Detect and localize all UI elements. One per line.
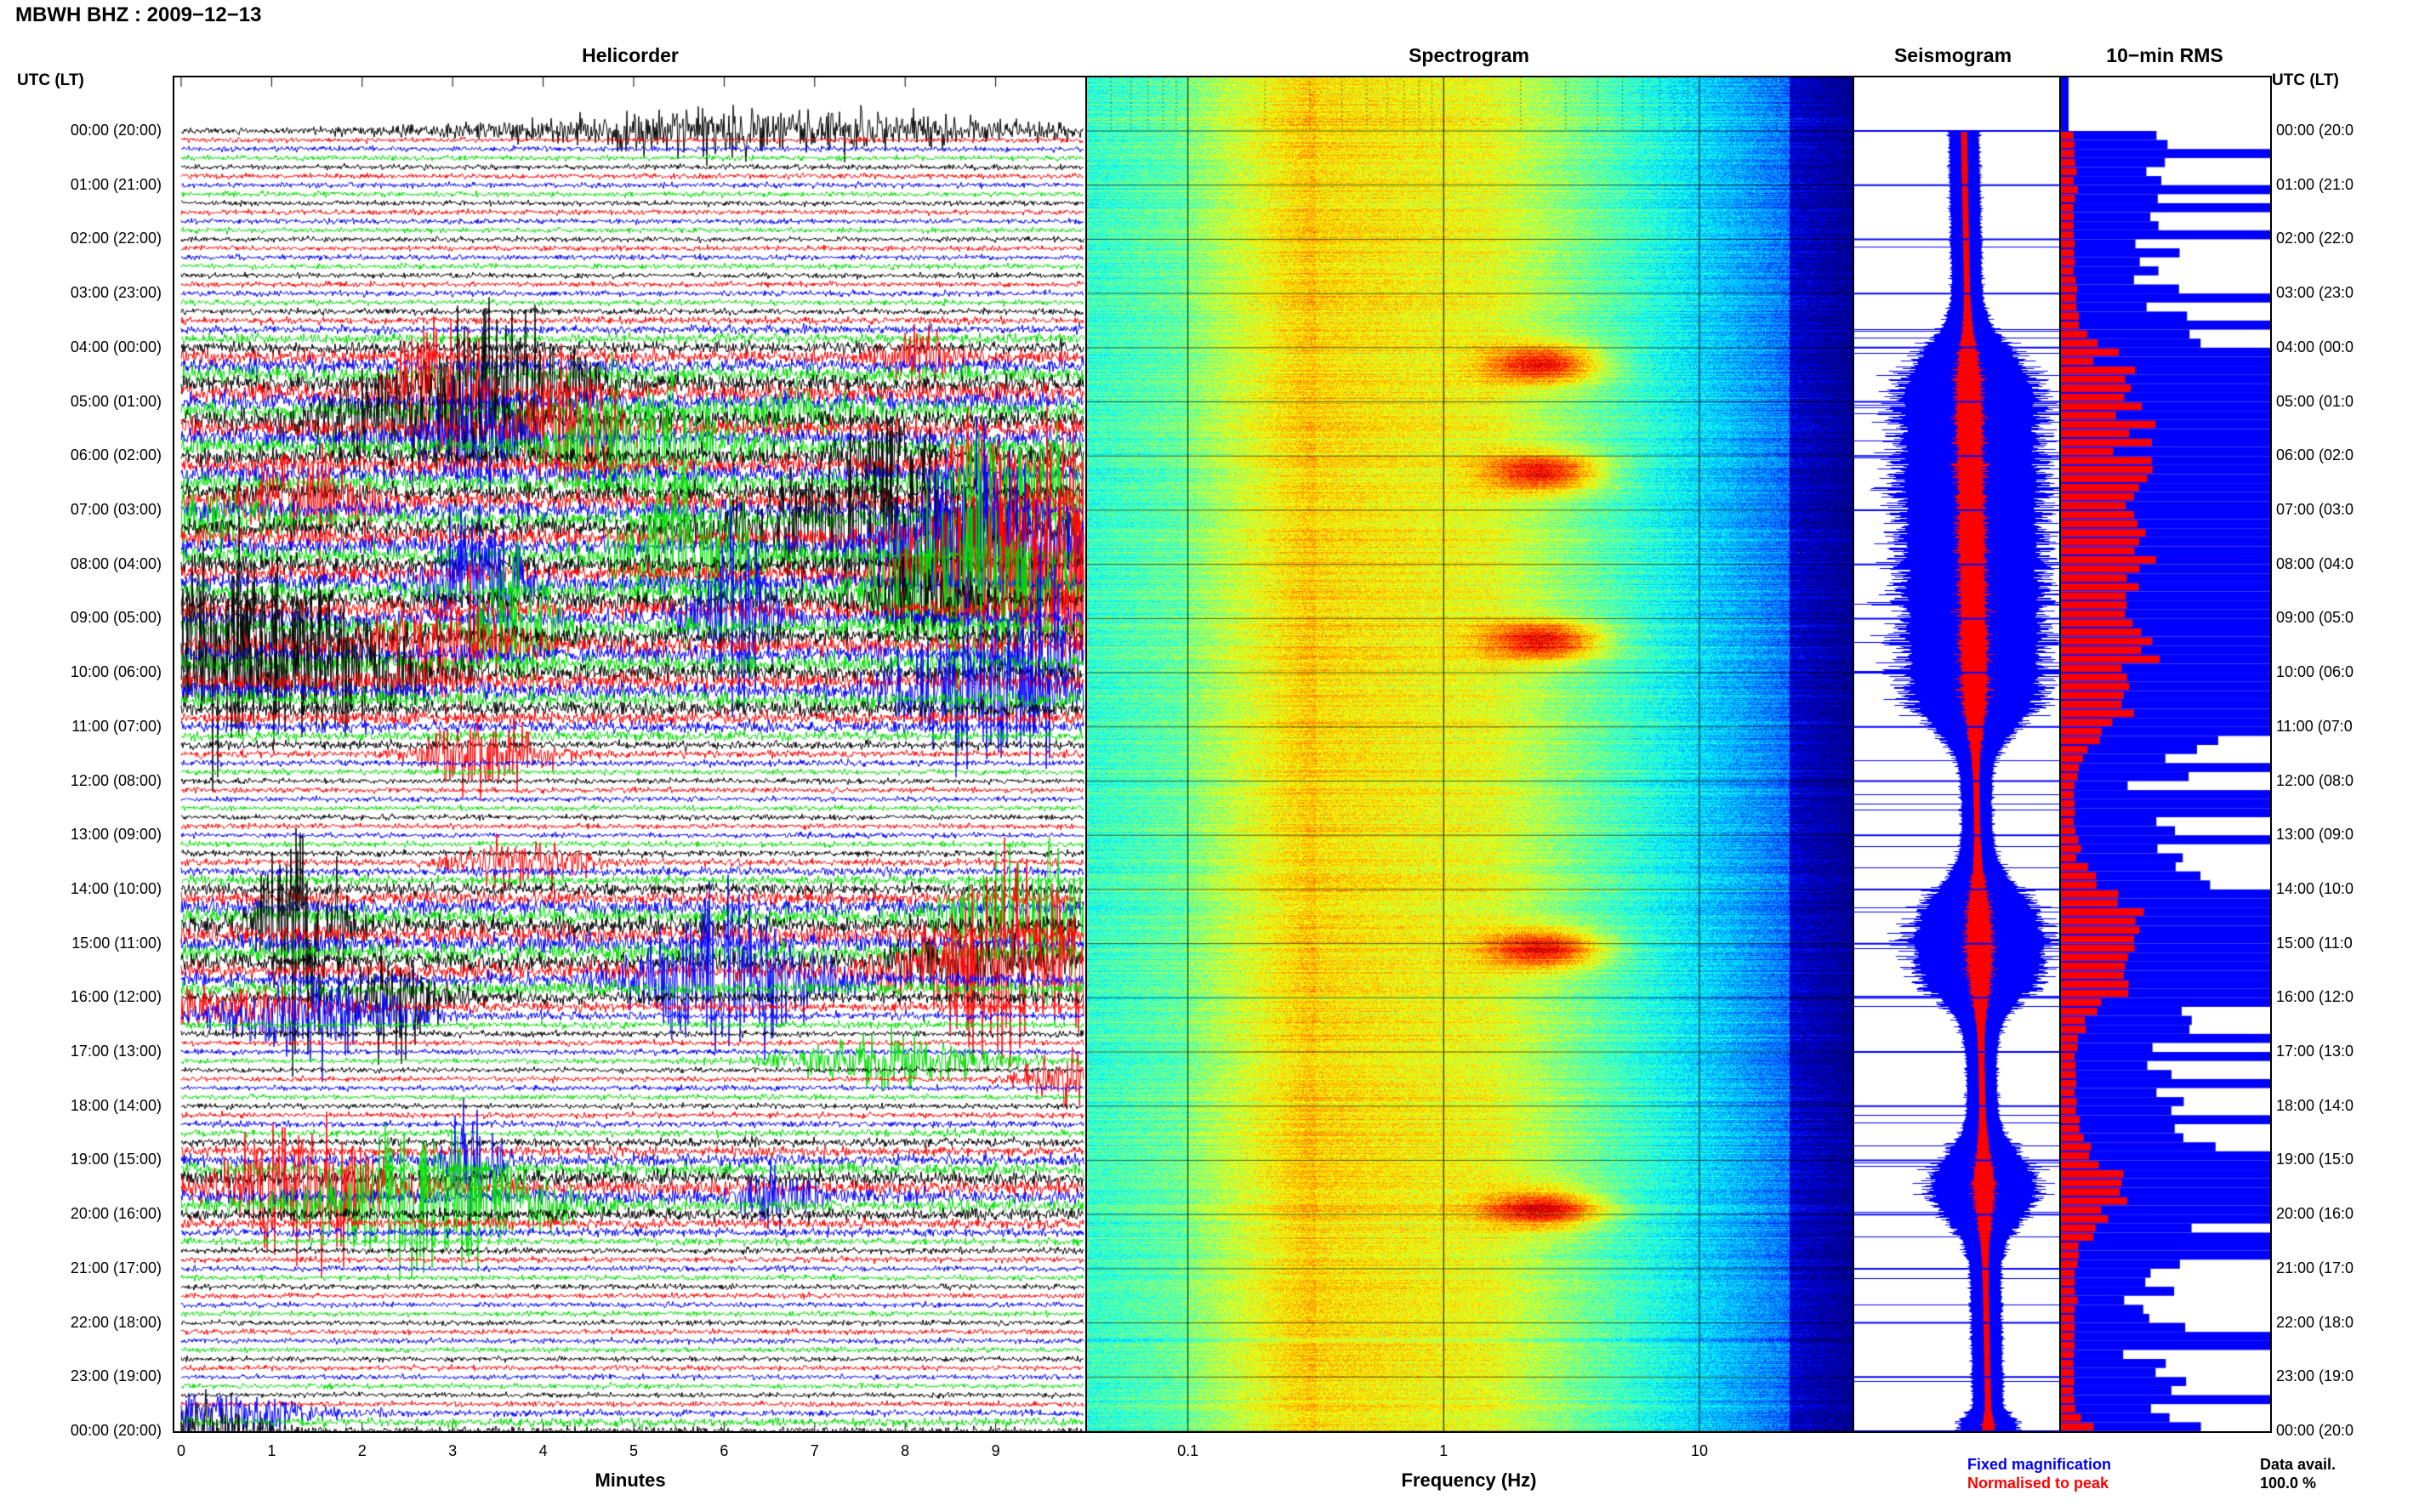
- legend-normalised-to-peak: Normalised to peak: [1967, 1475, 2109, 1492]
- hour-label-left: 00:00 (20:00): [70, 1422, 162, 1439]
- hour-label-left: 18:00 (14:00): [70, 1096, 162, 1114]
- rms-title: 10−min RMS: [2106, 44, 2223, 66]
- rms-plot: [2060, 77, 2271, 1432]
- hour-label-left: 16:00 (12:00): [70, 988, 162, 1006]
- hour-label-right: 06:00 (02:0: [2276, 446, 2354, 464]
- hour-label-right: 00:00 (20:0: [2276, 122, 2354, 139]
- hour-label-right: 09:00 (05:0: [2276, 609, 2354, 627]
- hour-label-right: 13:00 (09:0: [2276, 826, 2354, 844]
- hour-label-left: 07:00 (03:00): [70, 500, 162, 518]
- hour-label-left: 08:00 (04:00): [70, 554, 162, 572]
- hour-label-right: 10:00 (06:0: [2276, 663, 2354, 681]
- frequency-tick-label: 1: [1439, 1442, 1449, 1459]
- hour-label-right: 23:00 (19:0: [2276, 1367, 2354, 1385]
- seismogram-title: Seismogram: [1893, 44, 2012, 66]
- hour-label-right: 04:00 (00:0: [2276, 338, 2354, 355]
- hour-label-right: 19:00 (15:0: [2276, 1151, 2354, 1168]
- hour-label-left: 19:00 (15:00): [70, 1151, 162, 1168]
- legend-fixed-magnification: Fixed magnification: [1967, 1456, 2112, 1473]
- hour-label-left: 00:00 (20:00): [70, 122, 162, 139]
- frequency-axis-label: Frequency (Hz): [1401, 1469, 1537, 1491]
- hour-label-right: 20:00 (16:0: [2276, 1205, 2354, 1223]
- hour-label-left: 20:00 (16:00): [70, 1205, 162, 1223]
- hour-label-right: 02:00 (22:0: [2276, 230, 2354, 247]
- hour-label-right: 16:00 (12:0: [2276, 988, 2354, 1006]
- hour-label-left: 22:00 (18:00): [70, 1313, 162, 1331]
- hour-label-right: 12:00 (08:0: [2276, 771, 2354, 789]
- minute-tick-label: 3: [448, 1442, 458, 1459]
- minute-tick-label: 7: [810, 1442, 819, 1459]
- minute-tick-label: 9: [991, 1442, 1000, 1459]
- data-availability-label: Data avail.: [2260, 1456, 2336, 1473]
- hour-label-left: 21:00 (17:00): [70, 1259, 162, 1276]
- utc-axis-label-left: UTC (LT): [17, 71, 84, 89]
- minute-tick-label: 1: [267, 1442, 276, 1459]
- hour-label-left: 12:00 (08:00): [70, 771, 162, 789]
- hour-label-left: 02:00 (22:00): [70, 230, 162, 247]
- seismogram-plot: [1853, 77, 2060, 1432]
- hour-label-left: 14:00 (10:00): [70, 879, 162, 897]
- spectrogram-title: Spectrogram: [1409, 44, 1529, 66]
- minute-tick-label: 6: [720, 1442, 729, 1459]
- data-availability-value: 100.0 %: [2260, 1475, 2317, 1492]
- minute-tick-label: 5: [629, 1442, 639, 1459]
- frequency-tick-label: 10: [1690, 1442, 1708, 1459]
- hour-label-right: 05:00 (01:0: [2276, 392, 2354, 410]
- hour-label-right: 01:00 (21:0: [2276, 175, 2354, 193]
- minute-tick-label: 8: [901, 1442, 910, 1459]
- hour-label-left: 10:00 (06:00): [70, 663, 162, 681]
- hour-label-left: 15:00 (11:00): [71, 934, 162, 952]
- hour-label-right: 18:00 (14:0: [2276, 1096, 2354, 1114]
- hour-label-left: 06:00 (02:00): [70, 446, 162, 464]
- hour-label-right: 17:00 (13:0: [2276, 1043, 2354, 1060]
- spectrogram-plot: [1086, 77, 1853, 1432]
- hour-label-right: 15:00 (11:0: [2276, 934, 2353, 952]
- hour-label-right: 07:00 (03:0: [2276, 500, 2354, 518]
- helicorder-plot: [174, 77, 1086, 1432]
- minute-tick-label: 0: [176, 1442, 186, 1459]
- minutes-axis-label: Minutes: [595, 1469, 666, 1491]
- hour-label-left: 17:00 (13:00): [70, 1043, 162, 1060]
- minute-tick-label: 4: [538, 1442, 548, 1459]
- hour-label-right: 03:00 (23:0: [2276, 284, 2354, 302]
- hour-label-right: 08:00 (04:0: [2276, 554, 2354, 572]
- hour-label-left: 13:00 (09:00): [70, 826, 162, 844]
- hour-label-right: 11:00 (07:0: [2276, 717, 2353, 735]
- minute-tick-label: 2: [357, 1442, 367, 1459]
- hour-label-left: 11:00 (07:00): [71, 717, 162, 735]
- hour-label-right: 22:00 (18:0: [2276, 1313, 2354, 1331]
- hour-label-right: 00:00 (20:0: [2276, 1422, 2354, 1439]
- page-title: MBWH BHZ : 2009−12−13: [15, 3, 262, 26]
- hour-label-left: 09:00 (05:00): [70, 609, 162, 627]
- hour-label-left: 01:00 (21:00): [70, 175, 162, 193]
- hour-label-left: 03:00 (23:00): [70, 284, 162, 302]
- hour-label-left: 04:00 (00:00): [70, 338, 162, 355]
- hour-label-left: 05:00 (01:00): [70, 392, 162, 410]
- utc-axis-label-right: UTC (LT): [2272, 71, 2339, 89]
- frequency-tick-label: 0.1: [1177, 1442, 1199, 1459]
- hour-label-right: 14:00 (10:0: [2276, 879, 2354, 897]
- helicorder-title: Helicorder: [582, 44, 679, 66]
- hour-label-right: 21:00 (17:0: [2276, 1259, 2354, 1276]
- hour-label-left: 23:00 (19:00): [70, 1367, 162, 1385]
